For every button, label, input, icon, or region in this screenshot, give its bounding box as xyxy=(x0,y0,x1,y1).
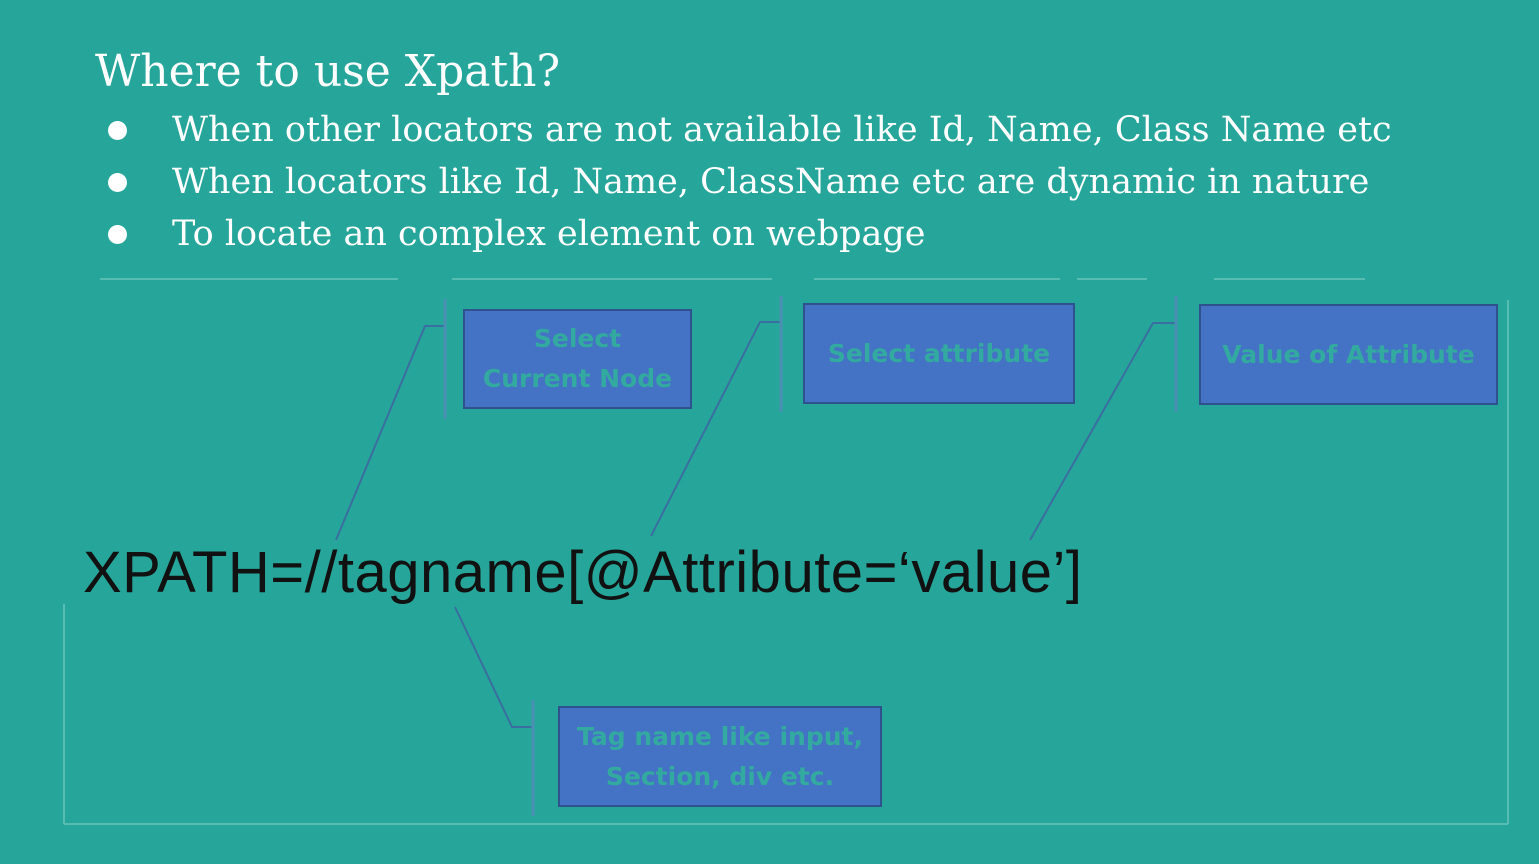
callout-line: Tag name like input, xyxy=(577,721,863,751)
bullet-item: When locators like Id, Name, ClassName e… xyxy=(105,156,1392,208)
slide-title: Where to use Xpath? xyxy=(95,46,561,97)
callout-select-current-node: Select Current Node xyxy=(463,309,692,409)
bullet-item: When other locators are not available li… xyxy=(105,104,1392,156)
bullet-dot-icon xyxy=(108,225,127,244)
callout-line: Select xyxy=(533,324,622,353)
bullet-text: When locators like Id, Name, ClassName e… xyxy=(172,162,1370,202)
callout-line: Select attribute xyxy=(827,338,1051,368)
diagram-frame xyxy=(63,278,1509,825)
callout-line: Value of Attribute xyxy=(1222,339,1475,369)
callout-leaders xyxy=(335,296,1178,816)
leader-current-node xyxy=(335,325,445,541)
callout-select-attribute: Select attribute xyxy=(803,303,1075,404)
bullet-item: To locate an complex element on webpage xyxy=(105,208,1392,260)
leader-attribute xyxy=(650,321,781,537)
bullet-dot-icon xyxy=(108,121,127,140)
callout-tag-name: Tag name like input, Section, div etc. xyxy=(558,706,882,807)
bullet-dot-icon xyxy=(108,173,127,192)
leader-value xyxy=(1029,322,1176,541)
bullet-text: To locate an complex element on webpage xyxy=(172,214,926,254)
callout-value-of-attribute: Value of Attribute xyxy=(1199,304,1498,405)
callout-line: Current Node xyxy=(482,364,673,393)
xpath-expression: XPATH=//tagname[@Attribute=‘value’] xyxy=(83,540,1083,605)
bullet-list: When other locators are not available li… xyxy=(105,104,1392,260)
leader-tagname xyxy=(454,606,533,728)
callout-line: Section, div etc. xyxy=(605,761,835,791)
bullet-text: When other locators are not available li… xyxy=(172,110,1392,150)
